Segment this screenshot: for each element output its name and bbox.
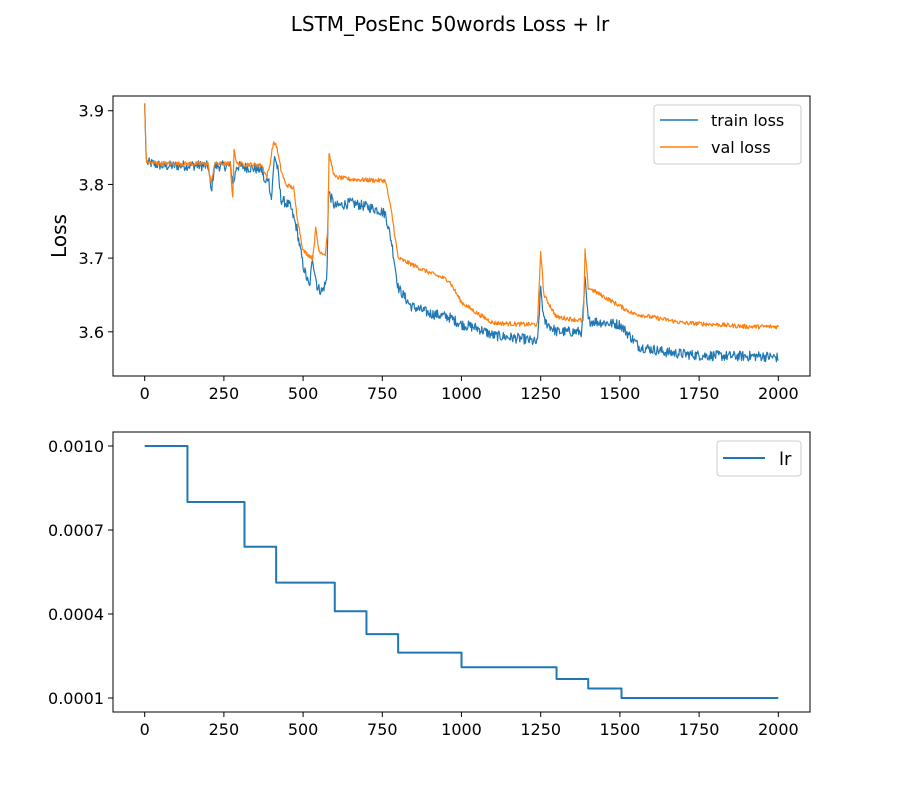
legend-label-train-loss: train loss (711, 111, 784, 130)
y-tick-label: 0.0007 (48, 521, 104, 540)
x-tick-label: 250 (209, 720, 240, 739)
x-tick-label: 1750 (679, 384, 720, 403)
series-line-val-loss (144, 103, 779, 330)
x-tick-label: 1250 (520, 384, 561, 403)
legend-label-val-loss: val loss (711, 138, 771, 157)
series-line-lr (144, 445, 779, 699)
x-tick-label: 250 (209, 384, 240, 403)
y-tick-label: 0.0010 (48, 437, 104, 456)
x-tick-label: 1750 (679, 720, 720, 739)
x-tick-label: 2000 (758, 384, 799, 403)
x-tick-label: 0 (140, 720, 150, 739)
x-tick-label: 500 (288, 720, 319, 739)
x-tick-label: 1000 (441, 384, 482, 403)
legend-label-lr: lr (779, 449, 792, 470)
y-axis-label: Loss (47, 214, 71, 258)
lr-panel: 0 250 500 750 1000 1250 1500 1750 2000 0.0010 0.00… (48, 431, 811, 739)
x-tick-label: 1000 (441, 720, 482, 739)
y-tick-label: 3.8 (79, 175, 104, 194)
y-tick-label: 0.0004 (48, 605, 104, 624)
x-tick-label: 750 (367, 384, 398, 403)
x-tick-label: 2000 (758, 720, 799, 739)
y-tick-label: 3.9 (79, 102, 104, 121)
series-line-train-loss (144, 103, 779, 363)
x-tick-label: 1500 (600, 384, 641, 403)
x-tick-label: 500 (288, 384, 319, 403)
x-tick-label: 750 (367, 720, 398, 739)
x-tick-label: 1500 (600, 720, 641, 739)
loss-panel: 0 250 500 750 1000 1250 1500 1750 2000 3.6 3.7 3.8 3… (47, 95, 811, 403)
x-tick-label: 1250 (520, 720, 561, 739)
y-tick-label: 3.6 (79, 323, 104, 342)
figure-title: LSTM_PosEnc 50words Loss + lr (290, 12, 610, 36)
plot-frame (112, 431, 811, 713)
y-tick-label: 3.7 (79, 249, 104, 268)
x-tick-label: 0 (140, 384, 150, 403)
y-tick-label: 0.0001 (48, 689, 104, 708)
